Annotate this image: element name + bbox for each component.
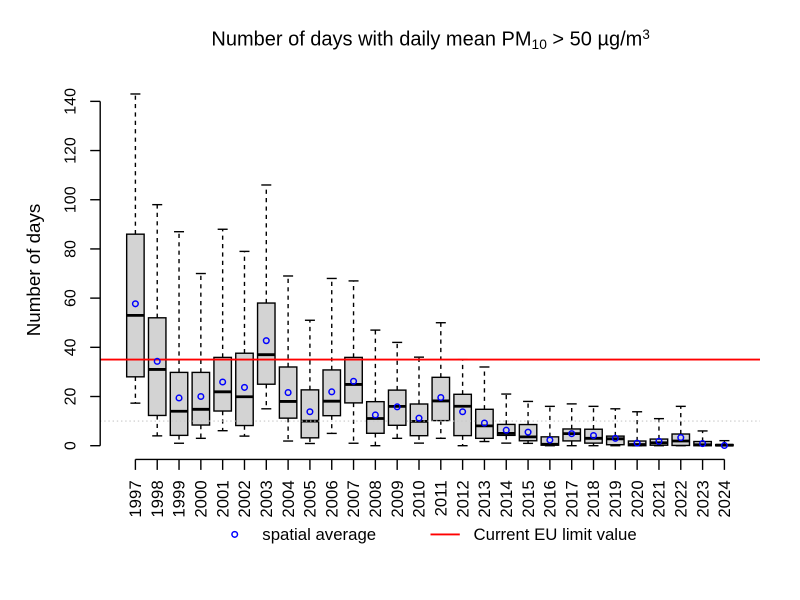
svg-text:2015: 2015 — [519, 480, 538, 517]
svg-text:60: 60 — [62, 289, 79, 307]
svg-text:120: 120 — [62, 137, 79, 164]
svg-text:Number of days: Number of days — [23, 204, 44, 337]
svg-text:20: 20 — [62, 388, 79, 406]
svg-text:2014: 2014 — [497, 480, 516, 517]
svg-text:2009: 2009 — [388, 480, 407, 517]
svg-text:spatial average: spatial average — [262, 525, 376, 544]
svg-text:2010: 2010 — [410, 480, 429, 517]
svg-text:2000: 2000 — [192, 480, 211, 517]
svg-text:0: 0 — [62, 441, 79, 450]
svg-text:2023: 2023 — [693, 480, 712, 517]
svg-text:2020: 2020 — [628, 480, 647, 517]
svg-text:2013: 2013 — [475, 480, 494, 517]
svg-text:2007: 2007 — [344, 480, 363, 517]
svg-text:2003: 2003 — [257, 480, 276, 517]
svg-text:2017: 2017 — [562, 480, 581, 517]
svg-text:2019: 2019 — [606, 480, 625, 517]
svg-text:2018: 2018 — [584, 480, 603, 517]
svg-text:2016: 2016 — [541, 480, 560, 517]
svg-text:40: 40 — [62, 338, 79, 356]
svg-text:1997: 1997 — [126, 480, 145, 517]
svg-text:2008: 2008 — [366, 480, 385, 517]
svg-text:2004: 2004 — [279, 480, 298, 517]
svg-text:2022: 2022 — [671, 480, 690, 517]
svg-text:2011: 2011 — [432, 480, 451, 516]
svg-text:2024: 2024 — [715, 480, 734, 517]
svg-text:2001: 2001 — [213, 480, 232, 517]
svg-text:100: 100 — [62, 186, 79, 213]
svg-text:2005: 2005 — [301, 480, 320, 517]
svg-text:Number of days with daily mean: Number of days with daily mean PM10 > 50… — [211, 27, 649, 52]
svg-text:2021: 2021 — [650, 480, 669, 517]
svg-text:80: 80 — [62, 240, 79, 258]
svg-text:2002: 2002 — [235, 480, 254, 517]
svg-text:Current EU limit value: Current EU limit value — [474, 525, 637, 544]
svg-text:1999: 1999 — [170, 480, 189, 517]
svg-text:140: 140 — [62, 88, 79, 115]
svg-text:1998: 1998 — [148, 480, 167, 517]
svg-text:2006: 2006 — [322, 480, 341, 517]
svg-text:2012: 2012 — [453, 480, 472, 517]
